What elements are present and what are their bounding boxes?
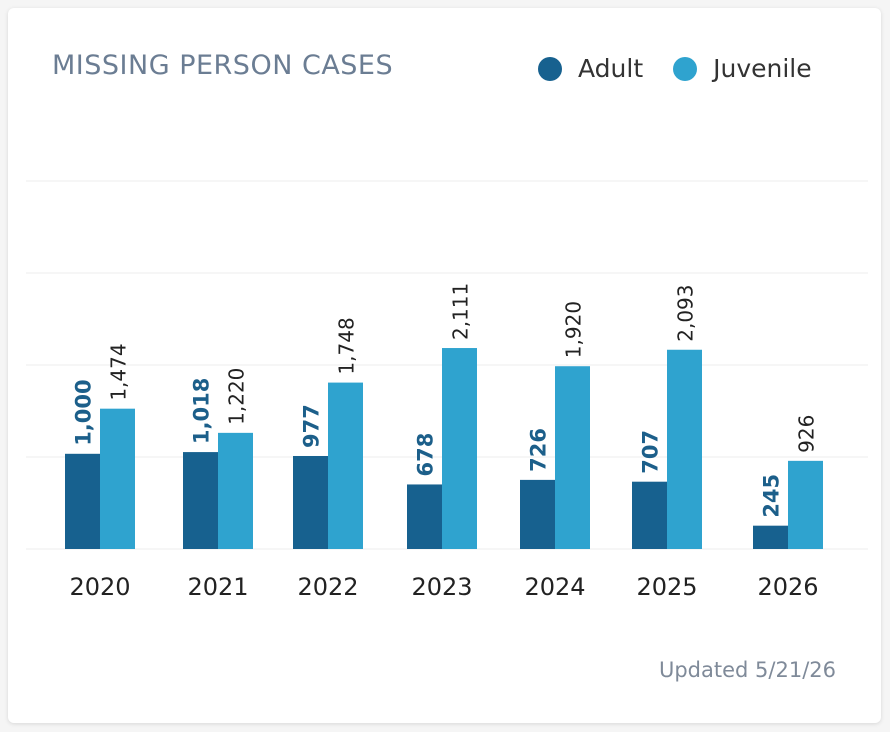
bar-juvenile xyxy=(442,348,477,549)
x-tick-label: 2023 xyxy=(411,573,472,601)
data-label-juvenile: 1,220 xyxy=(225,368,249,425)
data-label-juvenile: 1,920 xyxy=(562,301,586,358)
bar-adult xyxy=(407,484,442,549)
x-tick-label: 2022 xyxy=(297,573,358,601)
bar-juvenile xyxy=(100,408,135,549)
legend-item-juvenile[interactable]: Juvenile xyxy=(673,54,812,83)
bar-adult xyxy=(293,455,328,549)
bar-juvenile xyxy=(218,432,253,549)
x-tick-label: 2020 xyxy=(69,573,130,601)
data-label-adult: 726 xyxy=(527,428,551,472)
data-label-juvenile: 1,748 xyxy=(335,317,359,374)
legend: Adult Juvenile xyxy=(538,54,812,83)
bar-juvenile xyxy=(555,366,590,549)
chart-title: MISSING PERSON CASES xyxy=(52,50,394,81)
data-label-juvenile: 2,111 xyxy=(449,283,473,340)
bar-adult xyxy=(65,453,100,549)
bar-adult xyxy=(632,481,667,549)
data-label-adult: 245 xyxy=(760,474,784,518)
x-tick-label: 2024 xyxy=(524,573,585,601)
x-tick-label: 2021 xyxy=(187,573,248,601)
legend-dot-juvenile xyxy=(673,56,698,81)
legend-dot-adult xyxy=(538,56,562,81)
data-label-adult: 678 xyxy=(414,433,438,477)
legend-label-adult: Adult xyxy=(578,54,644,83)
data-label-juvenile: 926 xyxy=(795,415,819,453)
data-label-adult: 977 xyxy=(300,404,324,448)
data-label-juvenile: 2,093 xyxy=(674,284,698,341)
data-label-adult: 1,018 xyxy=(190,378,214,444)
x-tick-label: 2025 xyxy=(636,573,697,601)
legend-label-juvenile: Juvenile xyxy=(713,54,812,83)
bar-juvenile xyxy=(667,349,702,549)
data-label-juvenile: 1,474 xyxy=(107,343,131,400)
updated-timestamp: Updated 5/21/26 xyxy=(658,658,836,682)
data-label-adult: 707 xyxy=(639,430,663,474)
bar-juvenile xyxy=(328,382,363,549)
x-tick-label: 2026 xyxy=(757,573,818,601)
bar-juvenile xyxy=(788,460,823,549)
bar-adult xyxy=(520,479,555,549)
bar-adult xyxy=(183,452,218,549)
bar-adult xyxy=(753,525,788,549)
data-label-adult: 1,000 xyxy=(72,379,96,445)
legend-item-adult[interactable]: Adult xyxy=(538,54,643,83)
